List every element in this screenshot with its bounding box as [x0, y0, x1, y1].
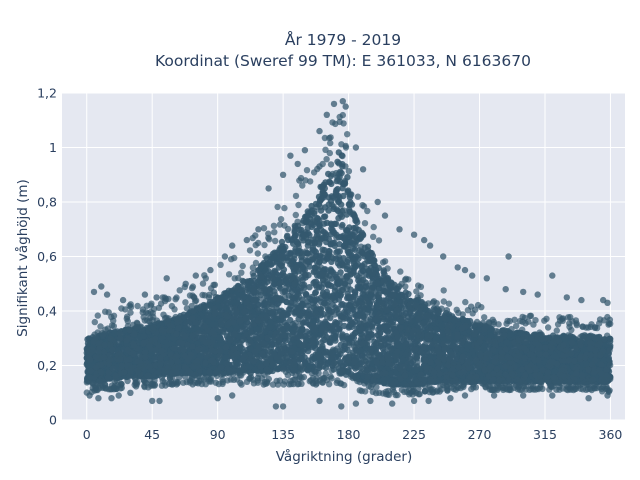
scatter-points	[83, 98, 614, 410]
data-point	[332, 271, 339, 278]
data-point	[324, 282, 332, 289]
data-point	[272, 268, 279, 276]
data-point	[304, 224, 311, 232]
data-point	[325, 207, 332, 214]
data-point	[320, 213, 328, 220]
data-point	[312, 289, 319, 296]
data-point	[339, 300, 346, 308]
data-point	[306, 284, 313, 291]
data-point	[320, 228, 327, 236]
data-point	[346, 224, 353, 231]
data-point	[328, 180, 335, 188]
data-point	[337, 269, 344, 276]
data-point	[228, 287, 235, 295]
data-point	[282, 337, 289, 344]
data-point	[336, 241, 343, 248]
data-point	[317, 312, 325, 319]
data-point	[392, 369, 400, 376]
data-point	[334, 158, 341, 165]
data-point	[327, 231, 335, 238]
data-point	[283, 311, 290, 318]
data-point	[387, 370, 394, 378]
data-point	[285, 306, 293, 313]
